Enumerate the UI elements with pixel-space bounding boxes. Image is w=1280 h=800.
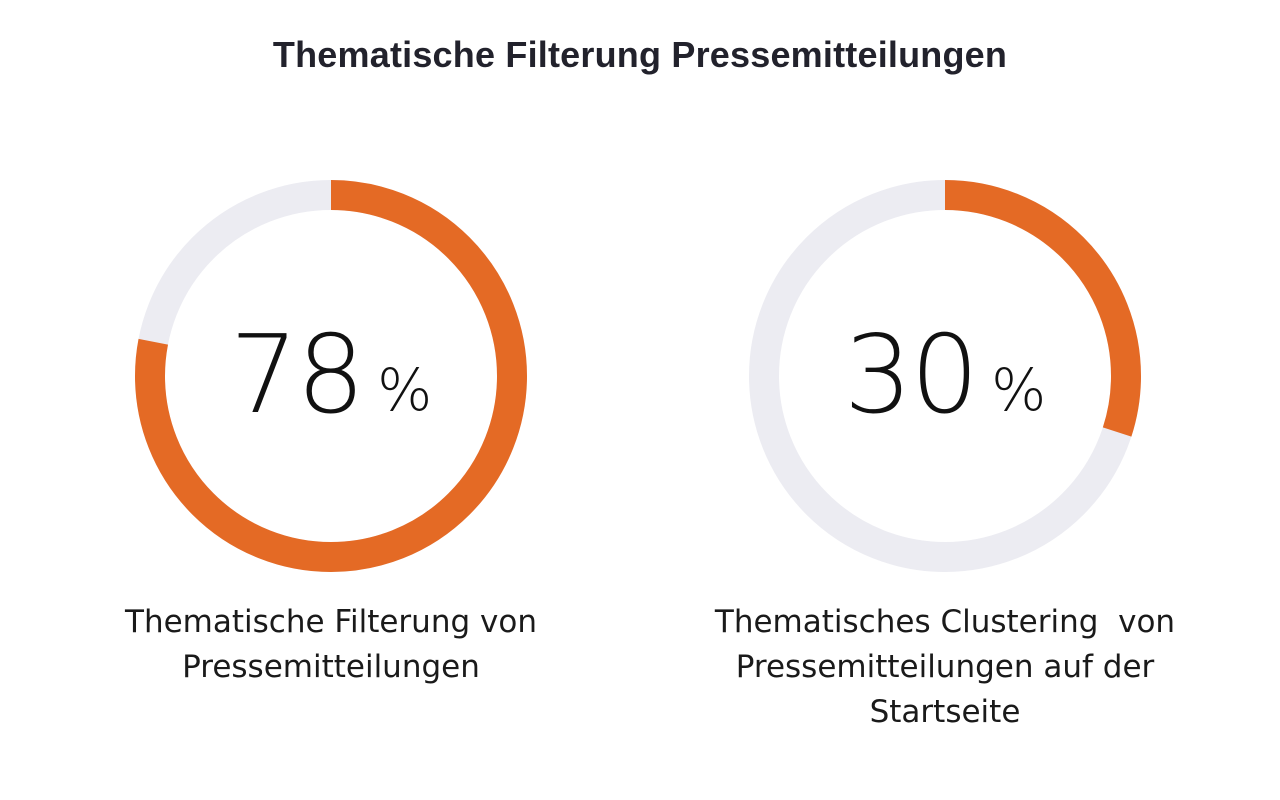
donut-unit: % <box>991 356 1047 424</box>
donut-svg-filterung <box>135 180 527 572</box>
donut-value: 30 <box>843 313 979 438</box>
caption-line: Startseite <box>869 694 1021 730</box>
donut-svg-clustering <box>749 180 1141 572</box>
donut-value-arc <box>135 180 527 572</box>
donut-center-label: 30 % <box>745 176 1145 576</box>
donut-caption-filterung: Thematische Filterung von Pressemitteilu… <box>71 600 591 690</box>
donut-center-label: 78 % <box>131 176 531 576</box>
donut-caption-clustering: Thematisches Clustering von Pressemittei… <box>685 600 1205 735</box>
chart-title: Thematische Filterung Pressemitteilungen <box>272 34 1008 75</box>
donut-chart-clustering: 30 % <box>745 176 1145 576</box>
donut-value: 78 <box>229 313 365 438</box>
caption-line: Pressemitteilungen <box>182 649 480 685</box>
caption-line: Thematische Filterung von <box>125 604 537 640</box>
donut-chart-filterung: 78 % <box>131 176 531 576</box>
caption-line: Pressemitteilungen auf der <box>735 649 1155 685</box>
donut-unit: % <box>377 356 433 424</box>
caption-line: Thematisches Clustering von <box>714 604 1176 640</box>
donut-value-arc <box>749 180 1141 572</box>
